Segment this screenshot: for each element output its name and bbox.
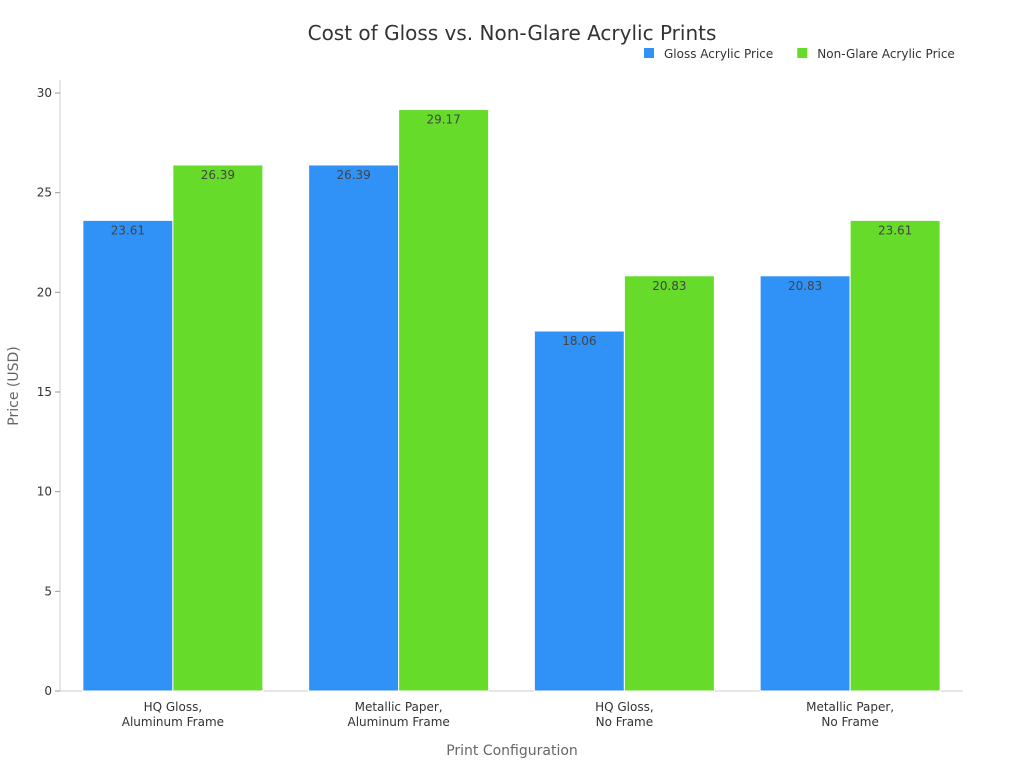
data-label: 20.83 — [652, 279, 686, 293]
data-label: 26.39 — [336, 168, 370, 182]
bar-gloss[interactable] — [82, 219, 174, 692]
x-tick-label: HQ Gloss, No Frame — [595, 700, 654, 729]
x-tick-label: Metallic Paper, No Frame — [806, 700, 894, 729]
bar-gloss[interactable] — [533, 330, 625, 692]
legend-label: Non-Glare Acrylic Price — [817, 47, 955, 61]
data-label: 23.61 — [111, 223, 145, 237]
bar-non-glare[interactable] — [849, 219, 941, 692]
y-tick-label: 20 — [37, 285, 52, 299]
legend-swatch — [797, 48, 808, 58]
bar-gloss[interactable] — [759, 275, 851, 692]
legend-label: Gloss Acrylic Price — [664, 47, 773, 61]
legend-swatch — [644, 48, 654, 58]
chart-title: Cost of Gloss vs. Non-Glare Acrylic Prin… — [308, 21, 717, 45]
y-tick-label: 15 — [37, 385, 52, 399]
data-label: 18.06 — [562, 334, 596, 348]
legend: Gloss Acrylic Price Non-Glare Acrylic Pri… — [644, 47, 955, 61]
y-tick-label: 30 — [37, 86, 52, 100]
data-label: 20.83 — [788, 279, 822, 293]
y-tick-label: 25 — [37, 186, 52, 200]
y-tick-label: 0 — [44, 684, 52, 698]
y-tick-label: 5 — [44, 584, 52, 598]
bar-non-glare[interactable] — [623, 275, 715, 692]
x-tick-label: Metallic Paper, Aluminum Frame — [347, 700, 449, 729]
data-label: 29.17 — [426, 113, 460, 127]
bar-non-glare[interactable] — [172, 164, 264, 692]
x-axis-label: Print Configuration — [446, 743, 578, 759]
x-tick-label: HQ Gloss, Aluminum Frame — [122, 700, 224, 729]
data-label: 26.39 — [201, 168, 235, 182]
data-label: 23.61 — [878, 223, 912, 237]
bar-non-glare[interactable] — [398, 109, 490, 692]
bar-gloss[interactable] — [308, 164, 400, 692]
y-axis-label: Price (USD) — [6, 346, 22, 425]
y-tick-label: 10 — [37, 485, 52, 499]
